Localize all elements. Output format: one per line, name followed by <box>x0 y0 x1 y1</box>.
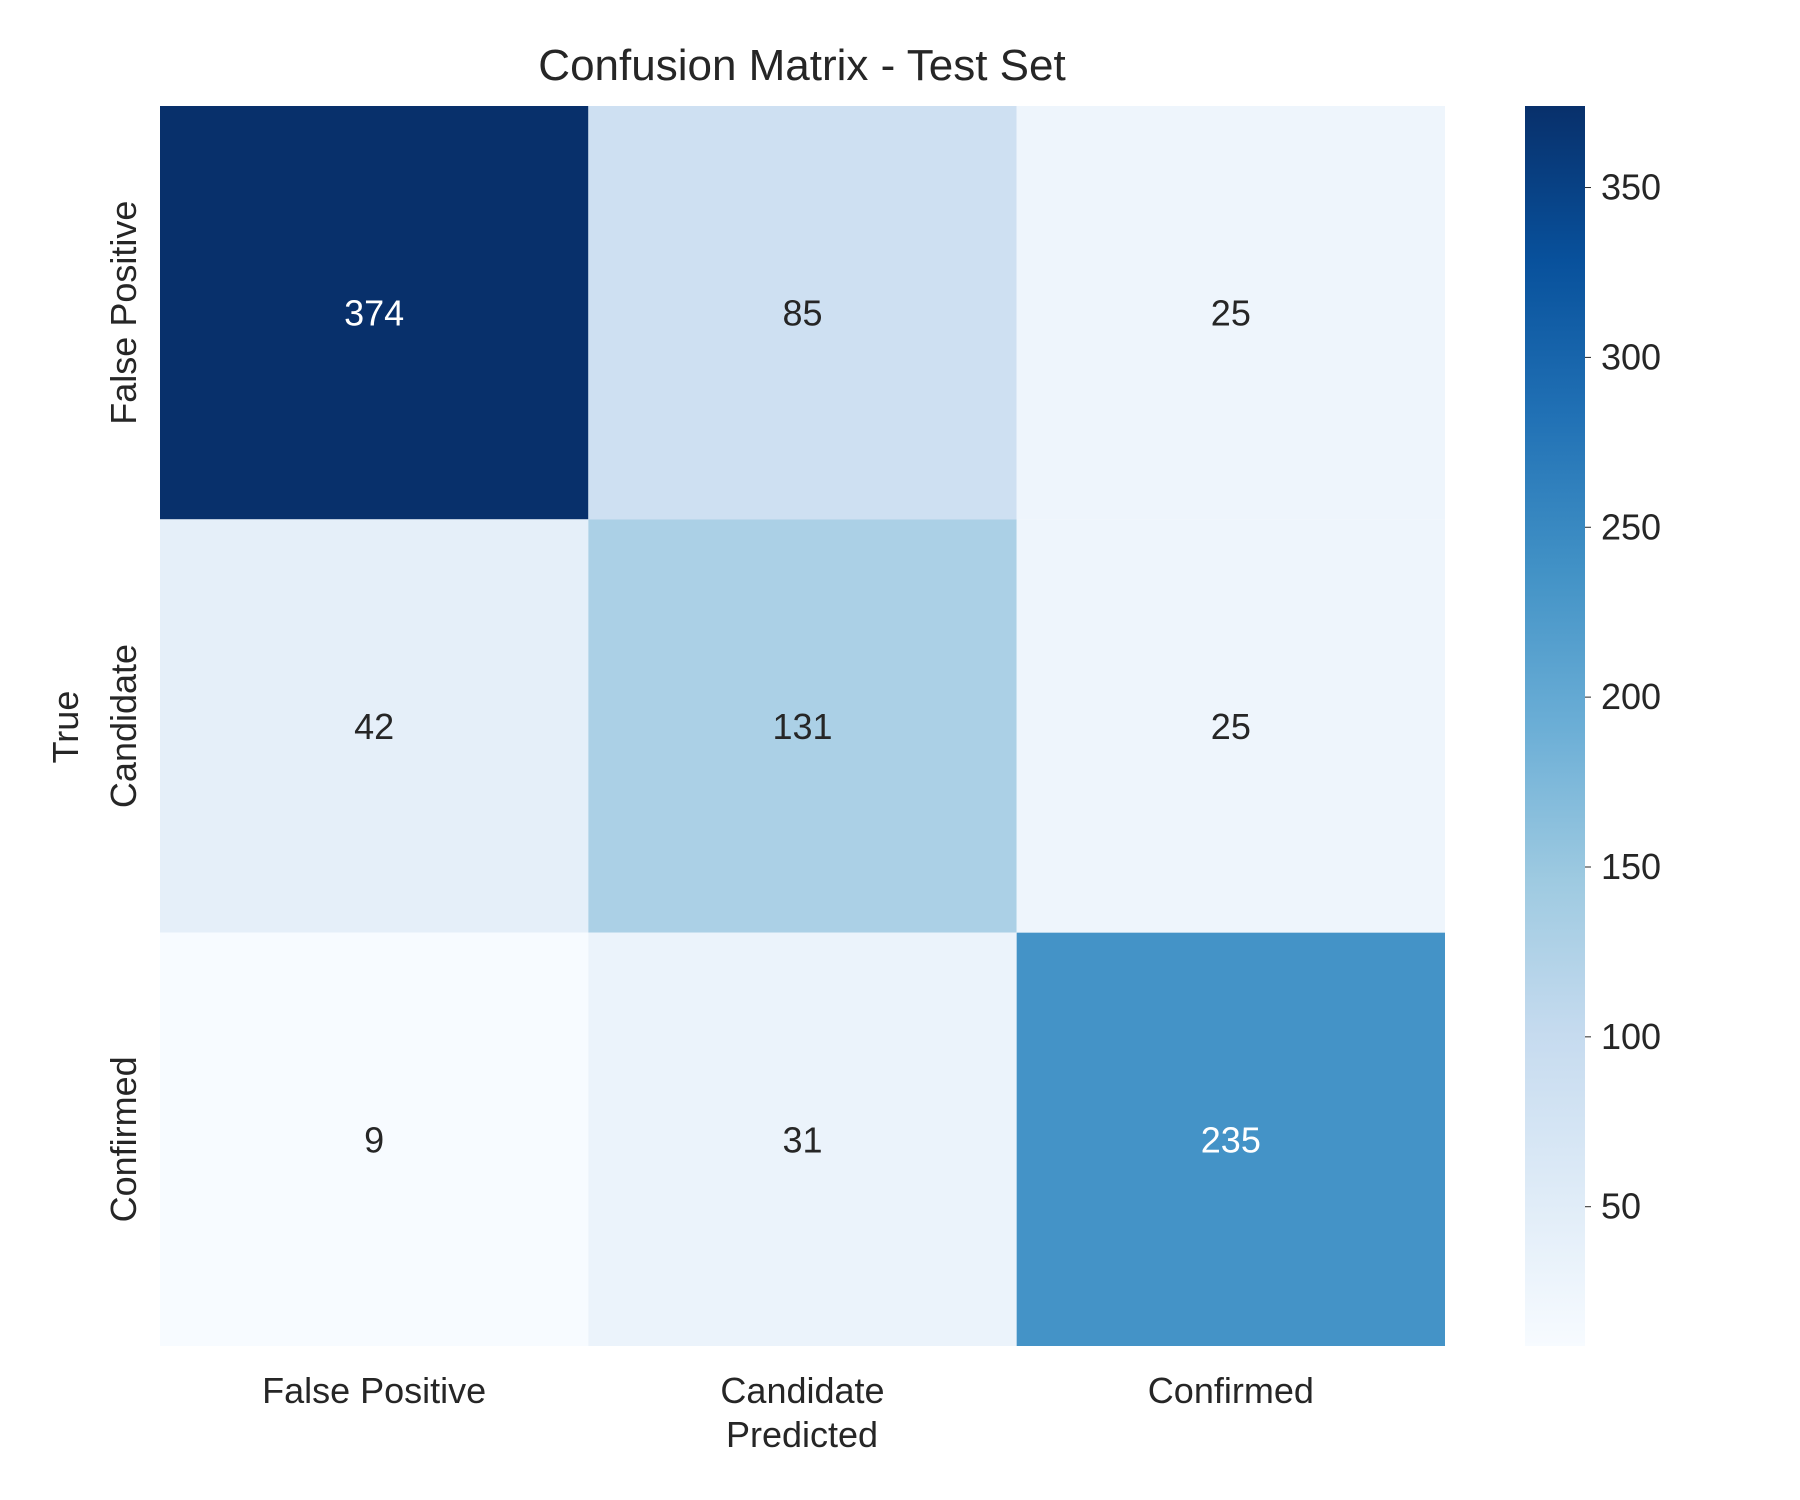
heatmap-cell <box>1016 106 1445 520</box>
cell-value-label: 131 <box>772 706 832 747</box>
heatmap-cell <box>160 519 589 933</box>
colorbar-tick-label: 350 <box>1601 167 1661 208</box>
y-tick-label: Confirmed <box>103 1056 144 1222</box>
y-tick-labels: False Positive Candidate Confirmed <box>103 201 144 1223</box>
heatmap-cell <box>588 519 1017 933</box>
heatmap-cell <box>1016 519 1445 933</box>
cell-value-label: 235 <box>1201 1119 1261 1160</box>
y-tick-label: Candidate <box>103 644 144 808</box>
heatmap-cells <box>160 106 1445 1346</box>
colorbar-tick-label: 200 <box>1601 676 1661 717</box>
heatmap-cell <box>588 932 1017 1346</box>
x-tick-label: Confirmed <box>1148 1370 1314 1411</box>
colorbar-tick-label: 250 <box>1601 506 1661 547</box>
cell-value-label: 85 <box>782 293 822 334</box>
x-tick-label: Candidate <box>720 1370 884 1411</box>
cell-value-label: 374 <box>344 293 404 334</box>
heatmap-cell <box>160 932 589 1346</box>
cell-value-label: 9 <box>364 1119 384 1160</box>
heatmap-cell <box>1016 932 1445 1346</box>
x-tick-labels: False Positive Candidate Confirmed <box>262 1370 1314 1411</box>
y-tick-label: False Positive <box>103 201 144 425</box>
colorbar-tick-labels: 50 100 150 200 250 300 350 <box>1585 167 1661 1227</box>
cell-labels: 374 85 25 42 131 25 9 31 235 <box>344 293 1261 1161</box>
cell-value-label: 42 <box>354 706 394 747</box>
colorbar-tick-label: 150 <box>1601 846 1661 887</box>
colorbar-tick-label: 300 <box>1601 336 1661 377</box>
cell-value-label: 25 <box>1211 706 1251 747</box>
x-tick-label: False Positive <box>262 1370 486 1411</box>
y-axis-label: True <box>45 691 86 764</box>
cell-value-label: 25 <box>1211 293 1251 334</box>
colorbar <box>1525 106 1585 1346</box>
colorbar-tick-label: 100 <box>1601 1016 1661 1057</box>
heatmap-cell <box>588 106 1017 520</box>
x-axis-label: Predicted <box>726 1414 878 1455</box>
heatmap-cell <box>160 106 589 520</box>
cell-value-label: 31 <box>782 1119 822 1160</box>
colorbar-tick-label: 50 <box>1601 1186 1641 1227</box>
chart-title: Confusion Matrix - Test Set <box>538 41 1065 90</box>
